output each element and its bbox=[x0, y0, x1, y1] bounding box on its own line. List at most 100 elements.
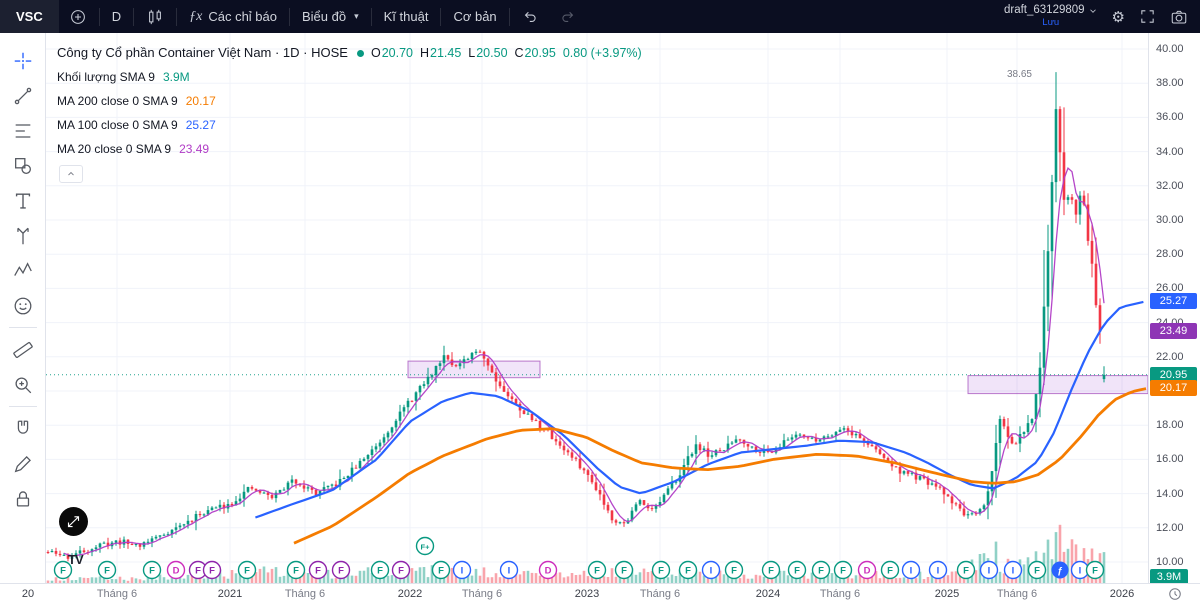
lock-tool-button[interactable] bbox=[0, 481, 46, 516]
magnet-tool-button[interactable] bbox=[0, 411, 46, 446]
overlays: 38.65 bbox=[46, 69, 1148, 376]
redo-button[interactable] bbox=[549, 0, 586, 33]
event-badge[interactable] bbox=[97, 560, 117, 580]
shapes-tool-button[interactable] bbox=[0, 148, 46, 183]
event-badge[interactable] bbox=[452, 560, 472, 580]
event-badge[interactable] bbox=[811, 560, 831, 580]
legend-title-row[interactable]: Công ty Cổ phần Container Việt Nam · 1D … bbox=[57, 41, 642, 65]
technical-button[interactable]: Kĩ thuật bbox=[374, 0, 439, 33]
svg-text:F: F bbox=[293, 565, 299, 576]
event-badge[interactable] bbox=[1085, 560, 1105, 580]
time-tick-label: 2021 bbox=[217, 588, 243, 600]
event-badge[interactable] bbox=[499, 560, 519, 580]
legend-collapse-button[interactable] bbox=[59, 165, 83, 183]
event-badge[interactable] bbox=[538, 560, 558, 580]
undo-button[interactable] bbox=[512, 0, 549, 33]
event-badge[interactable] bbox=[761, 560, 781, 580]
interval-button[interactable]: D bbox=[102, 0, 131, 33]
snapshot-camera-icon[interactable] bbox=[1170, 8, 1188, 26]
event-badge[interactable] bbox=[614, 560, 634, 580]
event-badge[interactable] bbox=[142, 560, 162, 580]
chart-style-button[interactable] bbox=[136, 0, 174, 33]
chart-pane[interactable]: 38.65 F F F D F F F F F F F F F+ F I I D F F F F I F F F F F D F I I F I I… bbox=[46, 33, 1148, 583]
svg-text:F: F bbox=[840, 565, 846, 576]
event-badge[interactable] bbox=[979, 560, 999, 580]
price-zone-box[interactable] bbox=[967, 375, 1148, 395]
timezone-clock-icon[interactable] bbox=[1168, 587, 1182, 605]
pitchfork-tool-button[interactable] bbox=[0, 218, 46, 253]
svg-text:I: I bbox=[910, 565, 913, 576]
time-tick-label: Tháng 6 bbox=[461, 588, 503, 600]
tradingview-logo[interactable]: TV bbox=[68, 552, 84, 567]
text-tool-button[interactable] bbox=[0, 183, 46, 218]
event-badge[interactable] bbox=[880, 560, 900, 580]
legend-row-ma200[interactable]: MA 200 close 0 SMA 9 20.17 bbox=[57, 89, 642, 113]
expand-chart-button[interactable] bbox=[59, 507, 88, 536]
trendline-tool-button[interactable] bbox=[0, 78, 46, 113]
svg-text:D: D bbox=[545, 565, 552, 576]
event-badge[interactable] bbox=[286, 560, 306, 580]
fundamental-button[interactable]: Cơ bản bbox=[443, 0, 506, 33]
fullscreen-icon[interactable] bbox=[1139, 8, 1156, 25]
time-axis[interactable]: 20 Tháng 6 2021 Tháng 6 2022 Tháng 6 2023 Tháng… bbox=[0, 583, 1200, 605]
event-badge[interactable] bbox=[415, 536, 435, 556]
legend-row-ma20[interactable]: MA 20 close 0 SMA 9 23.49 bbox=[57, 137, 642, 161]
emoji-tool-button[interactable] bbox=[0, 288, 46, 323]
zoom-tool-button[interactable] bbox=[0, 367, 46, 402]
event-badge[interactable] bbox=[956, 560, 976, 580]
save-label[interactable]: Lưu bbox=[1042, 17, 1060, 28]
event-badge[interactable] bbox=[651, 560, 671, 580]
event-badge[interactable] bbox=[1003, 560, 1023, 580]
event-badge[interactable] bbox=[237, 560, 257, 580]
indicators-button[interactable]: ƒx Các chỉ báo bbox=[179, 0, 287, 33]
event-badge[interactable] bbox=[857, 560, 877, 580]
event-badge[interactable] bbox=[1027, 560, 1047, 580]
svg-text:F: F bbox=[377, 565, 383, 576]
svg-text:F: F bbox=[60, 565, 66, 576]
change-value: 0.80 (+3.97%) bbox=[562, 46, 642, 60]
pattern-tool-button[interactable] bbox=[0, 253, 46, 288]
event-badge[interactable] bbox=[787, 560, 807, 580]
layout-menu-button[interactable]: draft_63129809 Lưu bbox=[1004, 4, 1098, 28]
event-badge[interactable] bbox=[724, 560, 744, 580]
event-badge[interactable] bbox=[701, 560, 721, 580]
svg-text:F: F bbox=[887, 565, 893, 576]
legend-row-volume[interactable]: Khối lượng SMA 9 3.9M bbox=[57, 65, 642, 89]
price-chart-canvas[interactable]: 38.65F F F D F F F F F F F FF+F I I D F F F F I F F F F F D F I I F I I… bbox=[46, 33, 1148, 583]
high-value: 21.45 bbox=[430, 46, 462, 60]
event-badge[interactable] bbox=[901, 560, 921, 580]
price-axis[interactable]: 40.00 38.00 36.00 34.00 32.00 30.00 28.00 26.00… bbox=[1148, 33, 1200, 585]
draw-pencil-tool-button[interactable] bbox=[0, 446, 46, 481]
event-badge[interactable] bbox=[202, 560, 222, 580]
event-badge[interactable] bbox=[391, 560, 411, 580]
event-badge[interactable] bbox=[53, 560, 73, 580]
toolbar-separator bbox=[370, 7, 372, 26]
time-tick-label: 2025 bbox=[934, 588, 960, 600]
chart-templates-button[interactable]: Biểu đồ ▾ bbox=[292, 0, 369, 33]
symbol-button[interactable]: VSC bbox=[0, 0, 59, 33]
event-badge[interactable] bbox=[370, 560, 390, 580]
toolbar-separator bbox=[176, 7, 178, 26]
event-badge[interactable] bbox=[1051, 561, 1069, 579]
event-badge[interactable] bbox=[431, 560, 451, 580]
event-badge[interactable] bbox=[308, 560, 328, 580]
ruler-tool-button[interactable] bbox=[0, 332, 46, 367]
ma100-line bbox=[255, 300, 1144, 519]
event-badge[interactable] bbox=[928, 560, 948, 580]
event-badge[interactable] bbox=[833, 560, 853, 580]
event-badge[interactable] bbox=[331, 560, 351, 580]
fib-retracement-tool-button[interactable] bbox=[0, 113, 46, 148]
crosshair-tool-button[interactable] bbox=[0, 43, 46, 78]
time-tick-label: 2024 bbox=[755, 588, 781, 600]
highlight-boxes bbox=[407, 360, 1148, 395]
price-tick-label: 10.00 bbox=[1156, 556, 1184, 568]
event-badge[interactable] bbox=[166, 560, 186, 580]
legend-row-ma100[interactable]: MA 100 close 0 SMA 9 25.27 bbox=[57, 113, 642, 137]
time-tick-label: 2023 bbox=[574, 588, 600, 600]
compare-add-button[interactable] bbox=[59, 0, 97, 33]
event-badge[interactable] bbox=[678, 560, 698, 580]
settings-gear-icon[interactable]: ⚙ bbox=[1111, 8, 1125, 26]
ma20-indicator-label: MA 20 close 0 SMA 9 bbox=[57, 142, 172, 156]
toolbar-separator bbox=[133, 7, 135, 26]
event-badge[interactable] bbox=[587, 560, 607, 580]
